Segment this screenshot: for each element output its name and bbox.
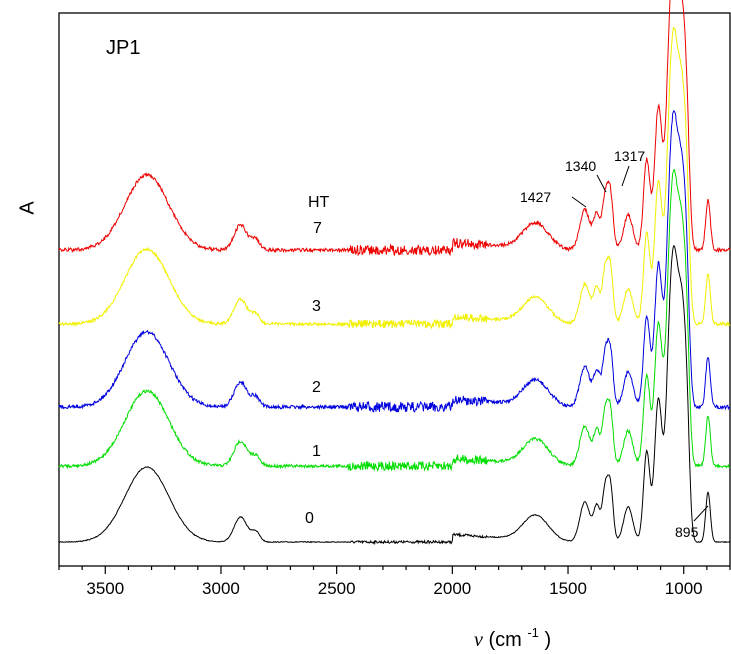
x-axis-unit-exp: -1 xyxy=(527,625,539,640)
series-3-line xyxy=(58,26,731,330)
x-axis-unit-base: (cm xyxy=(488,629,521,651)
annotation-895-label: 895 xyxy=(675,524,699,540)
x-tick-label: 2500 xyxy=(318,579,356,598)
annotation-895-leader xyxy=(693,505,709,522)
y-axis-label: A xyxy=(16,201,38,215)
series-7-label: 7 xyxy=(313,220,322,237)
annotation-1317-leader xyxy=(621,165,630,187)
series-0-label: 0 xyxy=(305,510,314,527)
x-axis-ticks: 3500 3000 2500 2000 1500 1000 xyxy=(58,566,731,598)
x-axis-symbol: ν xyxy=(474,629,483,651)
series-3-label: 3 xyxy=(312,298,321,315)
series-7-line xyxy=(58,0,731,257)
annotation-1427-leader xyxy=(571,196,587,208)
x-tick-label: 1000 xyxy=(665,579,703,598)
series-2-line xyxy=(58,109,731,413)
series-1-label: 1 xyxy=(312,443,321,460)
x-axis-unit-close: ) xyxy=(544,629,551,651)
x-tick-label: 1500 xyxy=(549,579,587,598)
annotation-layer: 1427 1340 1317 895 xyxy=(520,148,709,540)
legend-title: HT xyxy=(308,194,330,211)
series-1-line xyxy=(58,168,731,472)
x-tick-label: 3000 xyxy=(202,579,240,598)
series-layer: 0 1 2 3 7 xyxy=(58,0,731,546)
annotation-1427-label: 1427 xyxy=(520,189,551,205)
x-tick-label: 2000 xyxy=(433,579,471,598)
series-2-label: 2 xyxy=(312,379,321,396)
x-axis-label: ν (cm -1 ) xyxy=(474,620,551,651)
plot-frame xyxy=(58,12,731,567)
series-0-line xyxy=(58,244,731,546)
annotation-1340-label: 1340 xyxy=(565,158,596,174)
panel-label: JP1 xyxy=(106,37,140,59)
annotation-1317-label: 1317 xyxy=(614,148,645,164)
x-tick-label: 3500 xyxy=(86,579,124,598)
annotation-1340-leader xyxy=(596,174,607,193)
